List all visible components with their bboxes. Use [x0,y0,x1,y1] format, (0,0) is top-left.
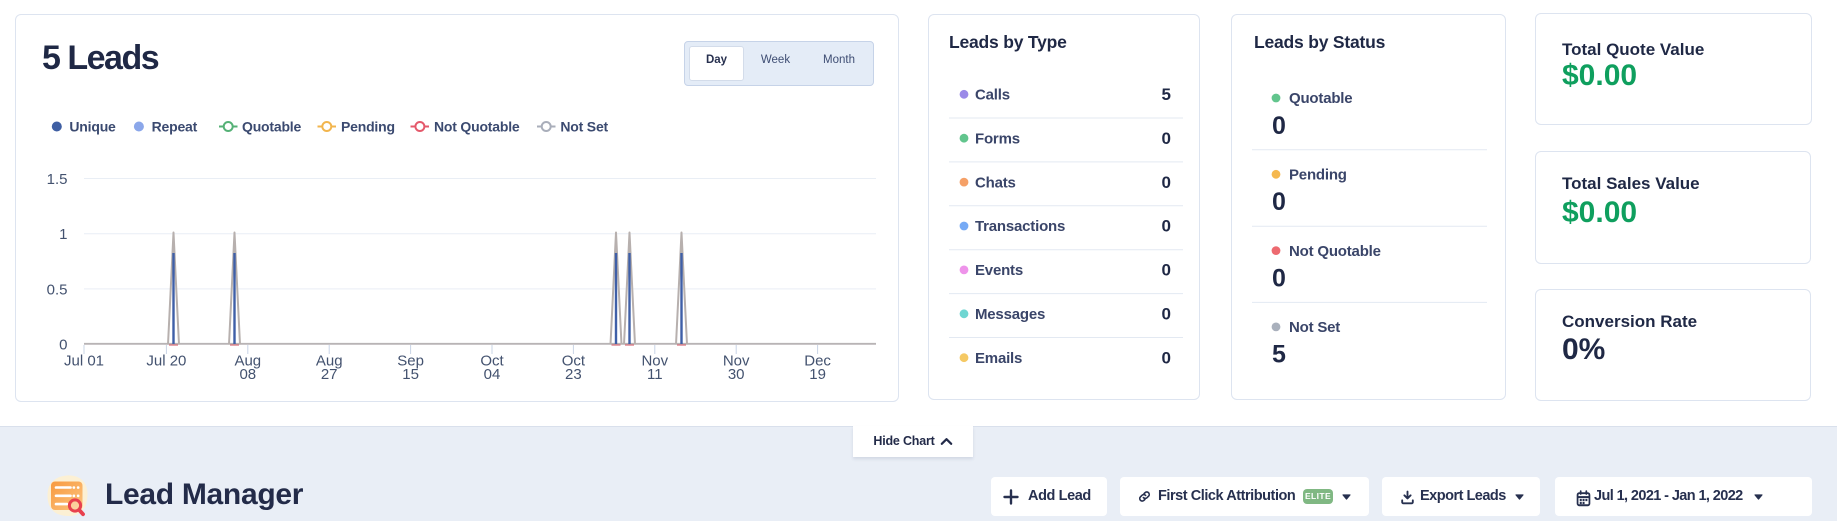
svg-text:Sep: Sep [397,353,424,370]
svg-text:0: 0 [59,337,67,354]
svg-text:0: 0 [1162,217,1171,236]
svg-text:5: 5 [1162,85,1171,104]
svg-text:Aug: Aug [316,353,343,370]
svg-text:0: 0 [1162,261,1171,280]
svg-text:04: 04 [484,366,501,383]
svg-text:Calls: Calls [975,87,1010,104]
svg-text:15: 15 [402,366,419,383]
svg-text:0: 0 [1272,112,1286,140]
svg-text:Not Set: Not Set [1289,319,1340,336]
svg-text:30: 30 [728,366,745,383]
svg-text:19: 19 [809,366,826,383]
svg-text:0.5: 0.5 [47,281,68,298]
svg-text:23: 23 [565,366,582,383]
svg-text:Aug: Aug [234,353,261,370]
svg-text:Transactions: Transactions [975,218,1065,235]
svg-text:Not Set: Not Set [560,119,608,135]
svg-text:Events: Events [975,262,1023,279]
svg-text:Pending: Pending [1289,167,1347,184]
svg-text:0: 0 [1162,173,1171,192]
svg-text:Forms: Forms [975,130,1020,147]
svg-text:1: 1 [59,226,67,243]
svg-text:Oct: Oct [480,353,504,370]
svg-text:0: 0 [1162,348,1171,367]
svg-text:Quotable: Quotable [1289,90,1352,107]
svg-text:0: 0 [1272,264,1286,292]
svg-text:Quotable: Quotable [242,119,301,135]
svg-text:Nov: Nov [641,353,668,370]
svg-text:5: 5 [1272,341,1286,369]
svg-text:0: 0 [1162,305,1171,324]
svg-text:11: 11 [647,366,663,383]
svg-text:Pending: Pending [341,119,395,135]
svg-text:0: 0 [1272,188,1286,216]
svg-text:27: 27 [321,366,338,383]
svg-text:Emails: Emails [975,350,1022,367]
svg-text:0: 0 [1162,129,1171,148]
svg-text:Oct: Oct [562,353,586,370]
svg-text:Jul 01: Jul 01 [64,353,104,370]
svg-text:Repeat: Repeat [152,119,198,135]
svg-text:Unique: Unique [69,119,116,135]
svg-text:Chats: Chats [975,174,1016,191]
svg-text:Messages: Messages [975,306,1045,323]
svg-text:08: 08 [239,366,256,383]
svg-text:1.5: 1.5 [47,171,68,188]
svg-text:Not Quotable: Not Quotable [1289,243,1381,260]
svg-text:Jul 20: Jul 20 [146,353,186,370]
svg-text:Nov: Nov [723,353,750,370]
svg-text:Not Quotable: Not Quotable [434,119,520,135]
svg-text:Dec: Dec [804,353,831,370]
